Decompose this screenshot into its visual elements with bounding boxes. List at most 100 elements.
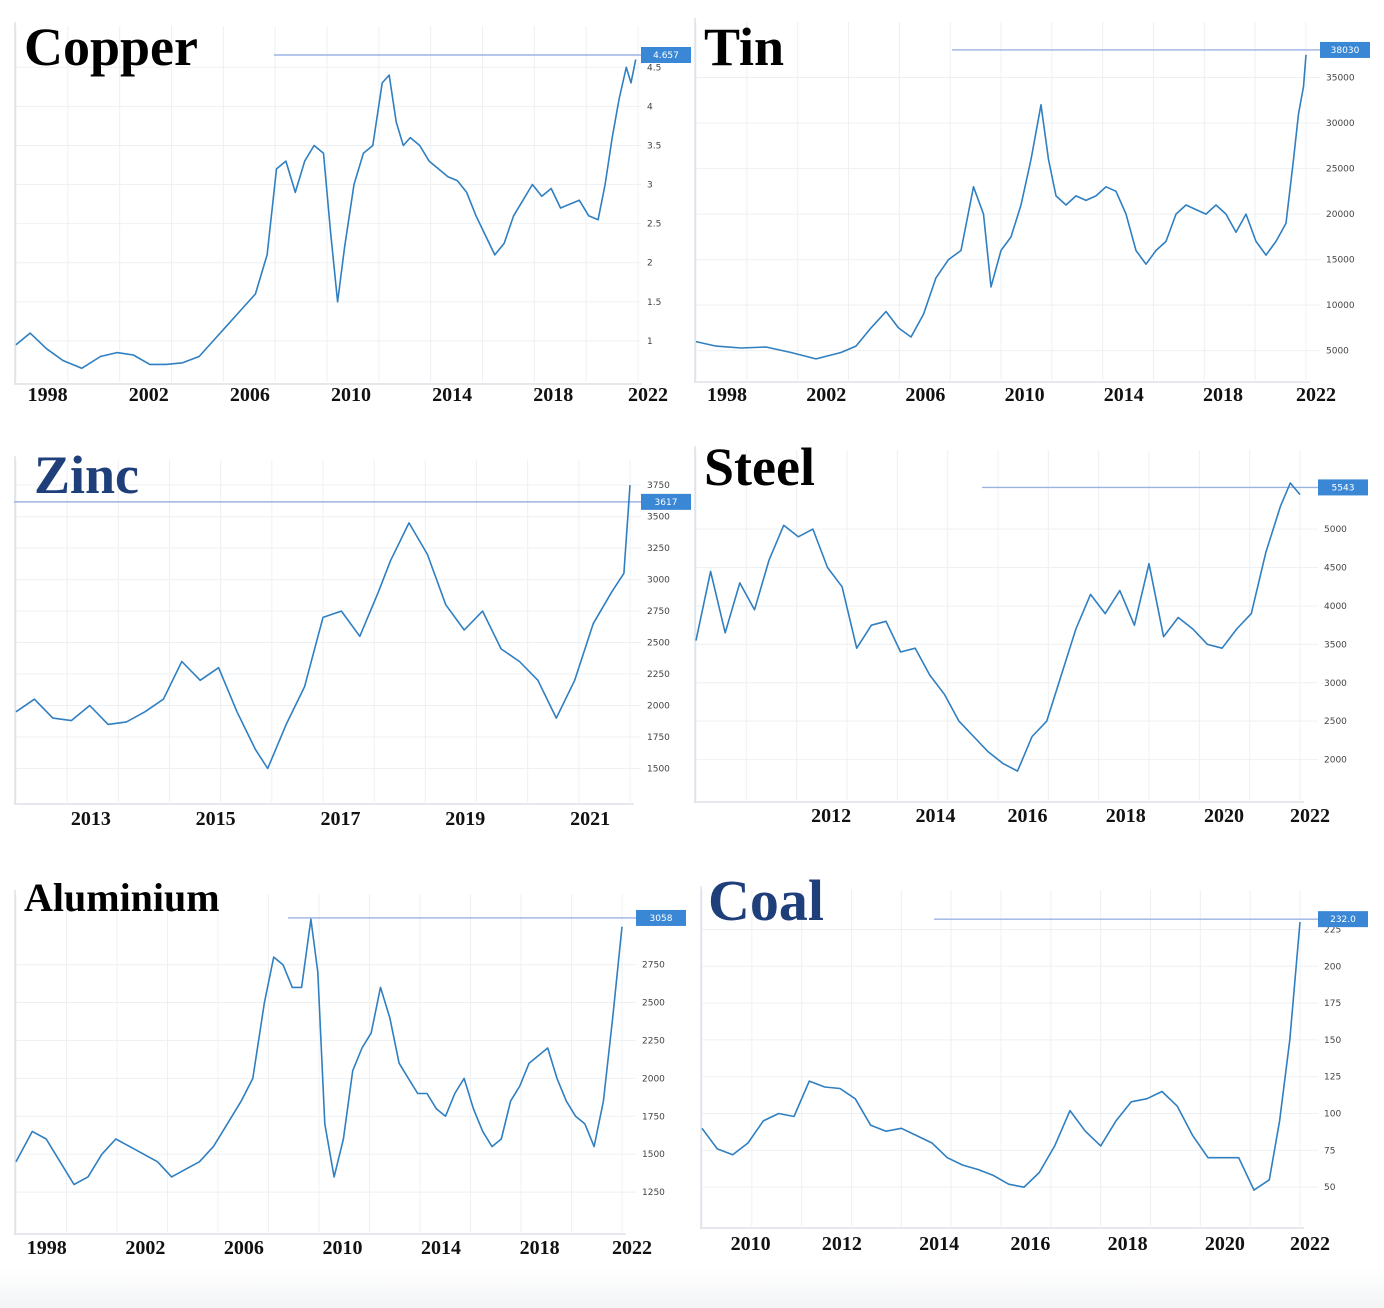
tin-y-tick-label: 15000 — [1326, 256, 1355, 266]
aluminium-x-tick-label: 1998 — [27, 1237, 67, 1259]
steel-y-tick-label: 2000 — [1324, 756, 1347, 766]
coal-chart-title: Coal — [708, 868, 824, 933]
aluminium-chart-svg: 1250 1500 1750 2000 2250 2500 2750 1998 2002 2006… — [14, 890, 686, 1259]
coal-chart-panel: 50 75 100 125 150 175 200 225 2010 2012 2014 2016 20… — [700, 870, 1372, 1262]
aluminium-chart-title: Aluminium — [24, 875, 220, 920]
coal-x-tick-label: 2020 — [1205, 1233, 1245, 1255]
steel-chart-svg: 2000 2500 3000 3500 4000 4500 5000 2012 2014 2016… — [694, 446, 1368, 827]
aluminium-x-tick-label: 2022 — [612, 1237, 652, 1259]
zinc-current-value-label: 3617 — [655, 498, 678, 508]
steel-current-value-badge — [1318, 479, 1368, 496]
zinc-x-tick-label: 2015 — [196, 808, 236, 830]
tin-x-tick-label: 2010 — [1005, 384, 1045, 406]
tin-price-line — [695, 54, 1307, 360]
aluminium-x-tick-label: 2002 — [125, 1237, 165, 1259]
copper-x-tick-label: 2018 — [533, 384, 573, 406]
zinc-y-tick-label: 2000 — [647, 702, 670, 712]
aluminium-y-tick-label: 2750 — [642, 961, 665, 971]
aluminium-y-tick-label: 1500 — [642, 1150, 665, 1160]
steel-y-tick-label: 5000 — [1324, 525, 1347, 535]
tin-y-tick-label: 5000 — [1326, 347, 1349, 357]
copper-y-tick-label: 1.5 — [647, 298, 661, 308]
tin-y-tick-label: 35000 — [1326, 74, 1355, 84]
coal-y-tick-label: 200 — [1324, 962, 1341, 972]
zinc-y-tick-label: 1500 — [647, 765, 670, 775]
copper-y-tick-label: 3 — [647, 181, 653, 191]
aluminium-y-tick-label: 1250 — [642, 1188, 665, 1198]
aluminium-current-value-badge — [636, 909, 686, 926]
copper-x-tick-label: 1998 — [28, 384, 68, 406]
tin-chart-title: Tin — [704, 17, 785, 77]
steel-y-tick-label: 2500 — [1324, 717, 1347, 727]
copper-x-tick-label: 2006 — [230, 384, 270, 406]
copper-y-tick-label: 4 — [647, 102, 653, 112]
aluminium-y-tick-label: 1750 — [642, 1112, 665, 1122]
steel-y-tick-label: 3000 — [1324, 679, 1347, 689]
aluminium-current-value-label: 3058 — [650, 914, 673, 924]
zinc-x-tick-label: 2013 — [71, 808, 111, 830]
aluminium-x-tick-label: 2014 — [421, 1237, 461, 1259]
tin-y-tick-label: 25000 — [1326, 165, 1355, 175]
copper-y-tick-label: 2.5 — [647, 220, 661, 230]
coal-chart-svg: 50 75 100 125 150 175 200 225 2010 2012 2014 2016 20… — [700, 886, 1368, 1255]
steel-y-tick-label: 4500 — [1324, 564, 1347, 574]
zinc-y-tick-label: 3750 — [647, 481, 670, 491]
coal-y-tick-label: 125 — [1324, 1073, 1341, 1083]
coal-current-value-badge — [1318, 911, 1368, 928]
copper-chart-svg: 1 1.5 2 2.5 3 3.5 4 4.5 1998 2002 2006 2010 2014 2018… — [14, 22, 691, 406]
steel-chart-title: Steel — [704, 437, 815, 497]
coal-y-tick-label: 100 — [1324, 1110, 1341, 1120]
zinc-y-tick-label: 3250 — [647, 544, 670, 554]
copper-current-value-label: 4.657 — [653, 51, 679, 61]
tin-x-tick-label: 2002 — [806, 384, 846, 406]
steel-x-tick-label: 2012 — [811, 805, 851, 827]
coal-x-tick-label: 2018 — [1108, 1233, 1148, 1255]
tin-y-tick-label: 30000 — [1326, 119, 1355, 129]
copper-x-tick-label: 2014 — [432, 384, 472, 406]
copper-y-tick-label: 1 — [647, 337, 653, 347]
coal-y-tick-label: 150 — [1324, 1036, 1341, 1046]
zinc-y-tick-label: 2250 — [647, 670, 670, 680]
aluminium-y-tick-label: 2500 — [642, 999, 665, 1009]
aluminium-x-tick-label: 2018 — [520, 1237, 560, 1259]
coal-x-tick-label: 2022 — [1290, 1233, 1330, 1255]
steel-x-tick-label: 2018 — [1106, 805, 1146, 827]
copper-y-tick-label: 3.5 — [647, 141, 661, 151]
tin-x-tick-label: 2014 — [1104, 384, 1144, 406]
copper-x-tick-label: 2022 — [628, 384, 668, 406]
coal-x-tick-label: 2014 — [919, 1233, 959, 1255]
coal-y-tick-label: 75 — [1324, 1146, 1335, 1156]
aluminium-price-line — [15, 918, 623, 1186]
coal-price-line — [701, 922, 1301, 1191]
zinc-chart-svg: 1500 1750 2000 2250 2500 2750 3000 3250 3500 3750… — [14, 456, 691, 830]
zinc-current-value-badge — [641, 493, 691, 510]
tin-y-tick-label: 10000 — [1326, 301, 1355, 311]
aluminium-x-tick-label: 2010 — [322, 1237, 362, 1259]
steel-y-tick-label: 3500 — [1324, 640, 1347, 650]
tin-chart-svg: 5000 10000 15000 20000 25000 30000 35000 1998 20… — [694, 18, 1370, 406]
copper-x-tick-label: 2010 — [331, 384, 371, 406]
zinc-price-line — [15, 485, 631, 770]
coal-y-tick-label: 50 — [1324, 1183, 1336, 1193]
zinc-y-tick-label: 2500 — [647, 639, 670, 649]
zinc-y-tick-label: 1750 — [647, 733, 670, 743]
tin-current-value-label: 38030 — [1331, 46, 1360, 56]
copper-y-tick-label: 4.5 — [647, 63, 661, 73]
copper-chart-title: Copper — [24, 17, 198, 77]
steel-chart-panel: 2000 2500 3000 3500 4000 4500 5000 2012 2014 2016… — [694, 440, 1372, 830]
copper-y-tick-label: 2 — [647, 259, 653, 269]
zinc-chart-panel: 1500 1750 2000 2250 2500 2750 3000 3250 3500 3750… — [14, 440, 691, 830]
steel-price-line — [695, 482, 1301, 772]
copper-x-tick-label: 2002 — [129, 384, 169, 406]
steel-x-tick-label: 2016 — [1008, 805, 1048, 827]
coal-y-tick-label: 175 — [1324, 999, 1341, 1009]
zinc-x-tick-label: 2017 — [320, 808, 360, 830]
tin-chart-panel: 5000 10000 15000 20000 25000 30000 35000 1998 20… — [694, 16, 1372, 410]
coal-x-tick-label: 2010 — [731, 1233, 771, 1255]
zinc-chart-title: Zinc — [34, 445, 140, 505]
steel-x-tick-label: 2022 — [1290, 805, 1330, 827]
bottom-fade — [0, 1268, 1384, 1308]
coal-current-value-label: 232.0 — [1330, 915, 1356, 925]
coal-y-tick-label: 225 — [1324, 925, 1341, 935]
aluminium-chart-panel: 1250 1500 1750 2000 2250 2500 2750 1998 2002 2006… — [14, 870, 690, 1262]
